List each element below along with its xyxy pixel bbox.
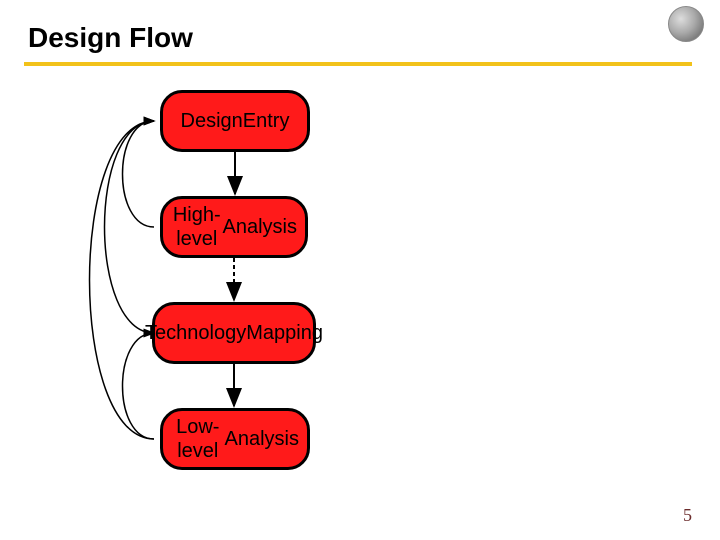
page-title: Design Flow: [28, 22, 193, 54]
title-underline: [24, 62, 692, 66]
node-high-level-analysis: High-levelAnalysis: [160, 196, 308, 258]
diagram-svg: [0, 0, 720, 540]
page-number: 5: [683, 505, 692, 526]
node-design-entry: DesignEntry: [160, 90, 310, 152]
node-technology-mapping: TechnologyMapping: [152, 302, 316, 364]
corner-logo: [668, 6, 704, 42]
node-low-level-analysis: Low-levelAnalysis: [160, 408, 310, 470]
